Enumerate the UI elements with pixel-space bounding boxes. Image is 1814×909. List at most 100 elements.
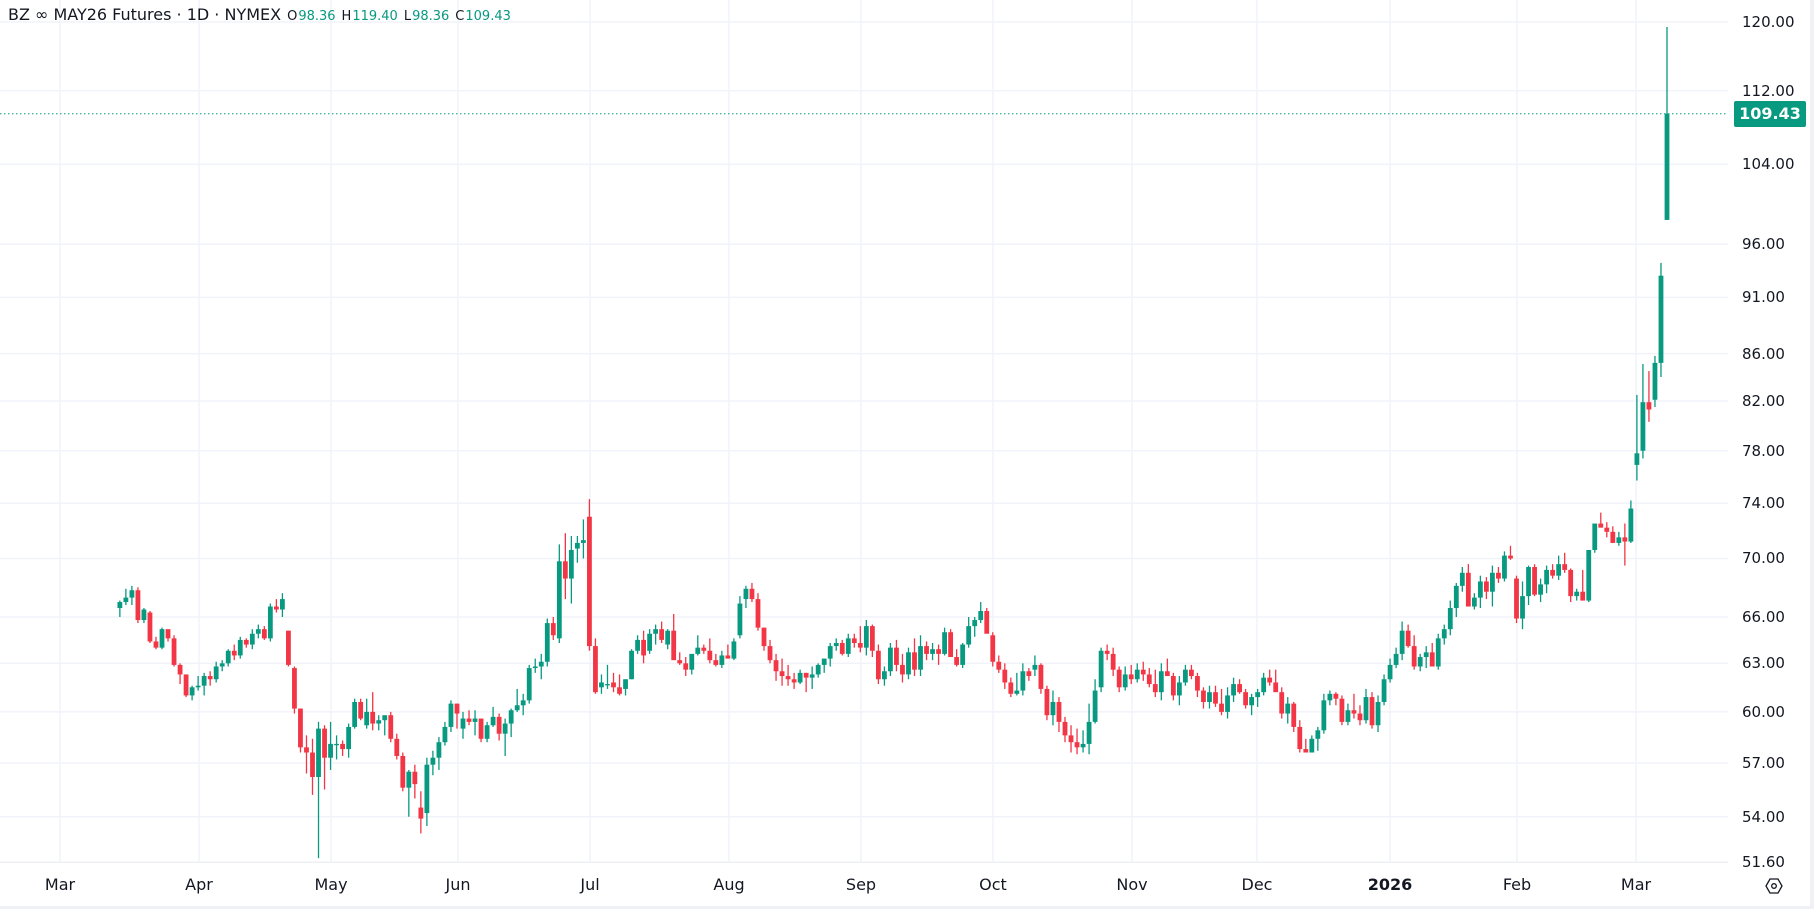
candle[interactable] — [1050, 690, 1056, 726]
candle[interactable] — [496, 713, 502, 741]
candle[interactable] — [1568, 568, 1574, 603]
candle[interactable] — [406, 769, 412, 817]
candle[interactable] — [827, 642, 833, 667]
candle[interactable] — [767, 639, 773, 664]
candle[interactable] — [1447, 600, 1453, 636]
candle[interactable] — [1586, 549, 1592, 603]
candle[interactable] — [1640, 364, 1646, 459]
candle[interactable] — [1351, 693, 1357, 719]
candle[interactable] — [1592, 523, 1598, 553]
candle[interactable] — [1225, 687, 1230, 719]
candle[interactable] — [1092, 679, 1098, 724]
candle[interactable] — [1170, 672, 1176, 701]
candle[interactable] — [231, 644, 237, 661]
candle[interactable] — [454, 703, 460, 729]
candle[interactable] — [532, 658, 538, 673]
candle[interactable] — [1044, 685, 1050, 721]
candle[interactable] — [159, 627, 165, 650]
candle[interactable] — [1634, 394, 1640, 481]
candle[interactable] — [298, 708, 303, 753]
candle[interactable] — [261, 626, 267, 640]
candle[interactable] — [611, 672, 616, 693]
candle[interactable] — [502, 718, 508, 756]
candle[interactable] — [1249, 693, 1255, 716]
candle[interactable] — [1038, 663, 1044, 694]
candle[interactable] — [165, 629, 171, 642]
candle[interactable] — [1453, 582, 1459, 618]
candle[interactable] — [1237, 679, 1242, 694]
candle[interactable] — [749, 582, 755, 603]
candle[interactable] — [183, 674, 189, 698]
candle[interactable] — [1164, 658, 1170, 677]
candle[interactable] — [135, 587, 141, 624]
candle[interactable] — [1213, 685, 1218, 707]
candle[interactable] — [1375, 695, 1381, 732]
candle[interactable] — [1532, 564, 1537, 597]
candle[interactable] — [1652, 355, 1658, 408]
candle[interactable] — [418, 791, 424, 834]
candle[interactable] — [1622, 523, 1628, 566]
candle[interactable] — [1574, 588, 1580, 601]
time-axis[interactable]: Mar Apr May Jun Jul Aug Sep Oct Nov Dec 2026 Feb Mar — [0, 862, 1728, 909]
candle[interactable] — [924, 641, 929, 661]
candle[interactable] — [207, 671, 213, 686]
candle[interactable] — [1008, 677, 1014, 698]
candle[interactable] — [1502, 551, 1507, 582]
candle[interactable] — [851, 633, 857, 648]
candle[interactable] — [1664, 26, 1670, 220]
candle[interactable] — [1020, 663, 1026, 696]
candle[interactable] — [942, 627, 947, 656]
candle[interactable] — [1062, 716, 1068, 743]
candle[interactable] — [213, 661, 219, 683]
candle[interactable] — [1231, 677, 1236, 702]
candle[interactable] — [544, 618, 550, 667]
candle[interactable] — [677, 652, 683, 665]
candle[interactable] — [225, 649, 231, 667]
candle[interactable] — [695, 635, 701, 656]
candle[interactable] — [900, 653, 905, 683]
candle[interactable] — [484, 721, 490, 743]
candle[interactable] — [1550, 564, 1556, 579]
candle[interactable] — [1526, 565, 1531, 606]
candle[interactable] — [280, 593, 285, 618]
candle[interactable] — [376, 715, 382, 731]
candle[interactable] — [147, 611, 153, 643]
candle[interactable] — [1140, 661, 1146, 681]
candle[interactable] — [683, 657, 689, 677]
candle[interactable] — [743, 585, 749, 609]
candle[interactable] — [550, 617, 556, 640]
candle[interactable] — [1459, 567, 1465, 592]
candle[interactable] — [394, 733, 400, 760]
candle[interactable] — [1255, 688, 1261, 707]
candle[interactable] — [1333, 692, 1339, 706]
candle[interactable] — [1484, 577, 1489, 600]
candle[interactable] — [888, 642, 893, 677]
candle[interactable] — [286, 630, 291, 667]
candle[interactable] — [918, 635, 923, 677]
candle[interactable] — [875, 644, 881, 685]
candle[interactable] — [237, 636, 243, 659]
candle[interactable] — [448, 700, 454, 732]
candle[interactable] — [1261, 672, 1267, 696]
candle[interactable] — [141, 608, 147, 624]
candle[interactable] — [562, 533, 568, 600]
candle[interactable] — [520, 693, 526, 716]
candle[interactable] — [1273, 669, 1279, 693]
candle[interactable] — [292, 666, 297, 714]
candle[interactable] — [960, 642, 966, 669]
candle[interactable] — [1219, 688, 1224, 716]
candle[interactable] — [1116, 666, 1122, 693]
candle[interactable] — [1201, 687, 1206, 709]
candle[interactable] — [273, 599, 279, 613]
candle[interactable] — [809, 666, 815, 689]
candle[interactable] — [195, 676, 201, 691]
candle[interactable] — [1490, 565, 1495, 607]
candle[interactable] — [358, 698, 364, 721]
candle[interactable] — [430, 750, 436, 776]
candle[interactable] — [1297, 720, 1303, 753]
candle[interactable] — [587, 499, 592, 651]
candle[interactable] — [984, 608, 990, 634]
candle[interactable] — [400, 752, 406, 792]
candle[interactable] — [1002, 663, 1008, 689]
candle[interactable] — [1580, 569, 1586, 601]
